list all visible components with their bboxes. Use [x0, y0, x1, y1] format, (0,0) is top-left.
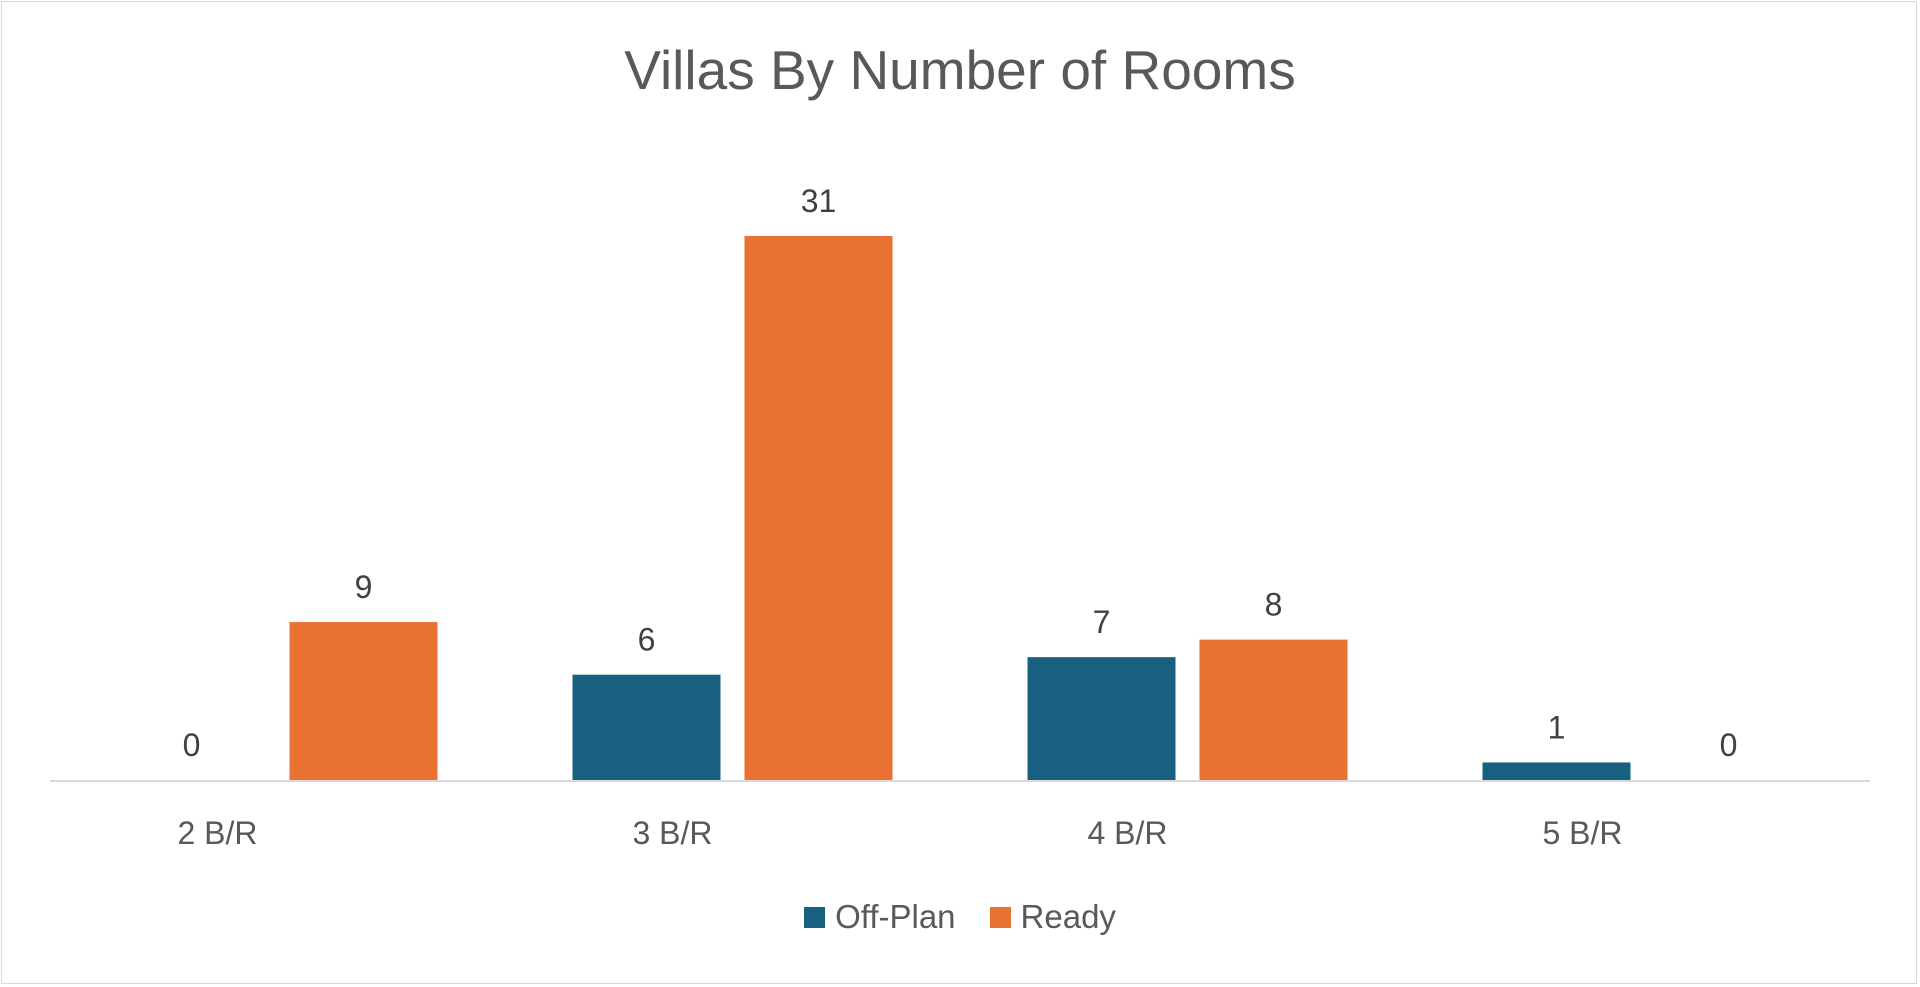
data-label-ready-1: 9	[355, 569, 373, 605]
data-label-off-plan-4: 1	[1548, 709, 1566, 745]
bar-off-plan-4	[1482, 762, 1631, 780]
x-tick-label-1: 2 B/R	[177, 815, 257, 851]
legend-swatch-off-plan	[804, 906, 826, 928]
x-tick-label-3: 4 B/R	[1087, 815, 1167, 851]
data-label-off-plan-3: 7	[1093, 604, 1111, 640]
data-label-off-plan-1: 0	[183, 727, 201, 763]
bar-off-plan-2	[572, 674, 721, 780]
x-tick-label-2: 3 B/R	[632, 815, 712, 851]
data-label-ready-3: 8	[1265, 587, 1283, 623]
x-tick-label-4: 5 B/R	[1542, 815, 1622, 851]
legend-label-off-plan: Off-Plan	[835, 898, 956, 935]
legend: Off-Plan Ready	[0, 898, 1920, 936]
legend-item-off-plan: Off-Plan	[804, 898, 956, 936]
bar-off-plan-3	[1027, 657, 1176, 780]
data-label-off-plan-2: 6	[638, 622, 656, 658]
legend-item-ready: Ready	[989, 898, 1116, 936]
chart-title: Villas By Number of Rooms	[624, 39, 1296, 101]
legend-label-ready: Ready	[1020, 898, 1116, 935]
legend-swatch-ready	[989, 906, 1011, 928]
data-label-ready-4: 0	[1720, 727, 1738, 763]
bar-ready-1	[289, 622, 438, 780]
data-label-ready-2: 31	[801, 183, 837, 219]
bar-ready-3	[1199, 639, 1348, 780]
bar-ready-2	[744, 236, 893, 780]
